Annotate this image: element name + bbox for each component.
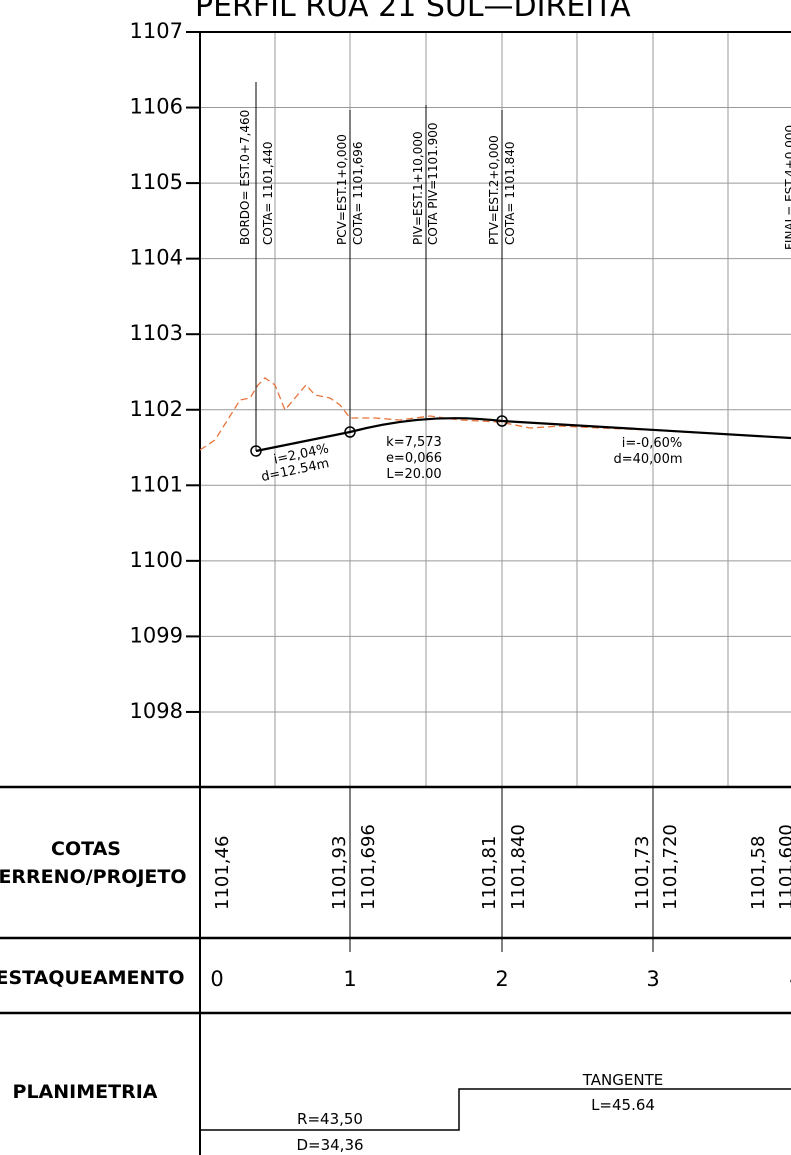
cota-projeto: 1101,600 xyxy=(776,824,791,910)
station-cota: COTA= 1101,696 xyxy=(351,141,365,245)
cota-terreno: 1101,58 xyxy=(748,836,769,910)
grade-labels: i=2,04% d=12.54m k=7,573 e=0,066 L=20.00… xyxy=(260,435,683,485)
row-label: COTAS xyxy=(51,838,121,860)
cota-terreno: 1101,93 xyxy=(329,836,350,910)
station-lines xyxy=(250,82,508,457)
table-lines xyxy=(0,785,791,1131)
station-name: FINAL= EST.4+0,000 xyxy=(783,125,791,250)
estaca: 2 xyxy=(495,967,508,991)
station-name: PCV=EST.1+0,000 xyxy=(335,134,349,245)
elevation-label: 1101 xyxy=(130,472,183,496)
elevation-label: 1105 xyxy=(130,170,183,194)
curve-development: D=34,36 xyxy=(296,1136,363,1154)
row-label: PLANIMETRIA xyxy=(13,1081,158,1103)
elevation-label: 1104 xyxy=(130,246,183,270)
k-value: k=7,573 xyxy=(386,435,442,450)
cota-terreno: 1101,81 xyxy=(479,836,500,910)
tangent: TANGENTE xyxy=(582,1071,663,1089)
cota-projeto: 1101,696 xyxy=(358,824,379,910)
tangent-length: L=45.64 xyxy=(591,1096,655,1114)
elevation-label: 1102 xyxy=(130,397,183,421)
elevation-label: 1099 xyxy=(130,623,183,647)
row-label: TERRENO/PROJETO xyxy=(0,866,187,888)
estaca: 0 xyxy=(210,967,223,991)
estaca: 1 xyxy=(343,967,356,991)
planimetria: R=43,50 D=34,36 TANGENTE L=45.64 xyxy=(296,1071,663,1154)
distance: d=40,00m xyxy=(613,452,682,467)
terrain-line xyxy=(199,377,791,451)
station-cota: COTA PIV=1101.900 xyxy=(426,122,440,245)
elevation-label: 1107 xyxy=(130,19,183,43)
curve-radius: R=43,50 xyxy=(297,1110,363,1128)
elevation-label: 1100 xyxy=(130,548,183,572)
station-name: PIV=EST.1+10,000 xyxy=(411,131,425,245)
profile-line xyxy=(255,417,791,453)
elevation-axis: 1107 1106 1105 1104 1103 1102 1101 1100 1099 1098 xyxy=(130,19,791,723)
cota-projeto: 1101,840 xyxy=(508,824,529,910)
station-labels: BORDO= EST.0+7,460 COTA= 1101,440 PCV=ES… xyxy=(238,110,791,250)
station-cota: COTA= 1101.840 xyxy=(503,141,517,245)
e-value: e=0,066 xyxy=(386,451,442,466)
station-name: BORDO= EST.0+7,460 xyxy=(238,110,252,245)
estacas: 0 1 2 3 4 xyxy=(210,967,791,991)
grade: i=-0,60% xyxy=(622,436,683,451)
title: PERFIL RUA 21 SUL—DIREITA xyxy=(195,0,631,24)
elevation-label: 1103 xyxy=(130,321,183,345)
estaca: 3 xyxy=(646,967,659,991)
cota-terreno: 1101,46 xyxy=(212,836,233,910)
row-label: ESTAQUEAMENTO xyxy=(0,967,185,989)
cota-projeto: 1101,720 xyxy=(660,824,681,910)
cota-terreno: 1101,73 xyxy=(632,836,653,910)
elevation-label: 1098 xyxy=(130,699,183,723)
station-name: PTV=EST.2+0,000 xyxy=(487,135,501,245)
estaca: 4 xyxy=(789,967,791,991)
length: L=20.00 xyxy=(386,467,441,482)
station-cota: COTA= 1101,440 xyxy=(261,141,275,245)
cotas-row: 1101,46 1101,93 1101,696 1101,81 1101,84… xyxy=(212,824,791,910)
elevation-label: 1106 xyxy=(130,95,183,119)
